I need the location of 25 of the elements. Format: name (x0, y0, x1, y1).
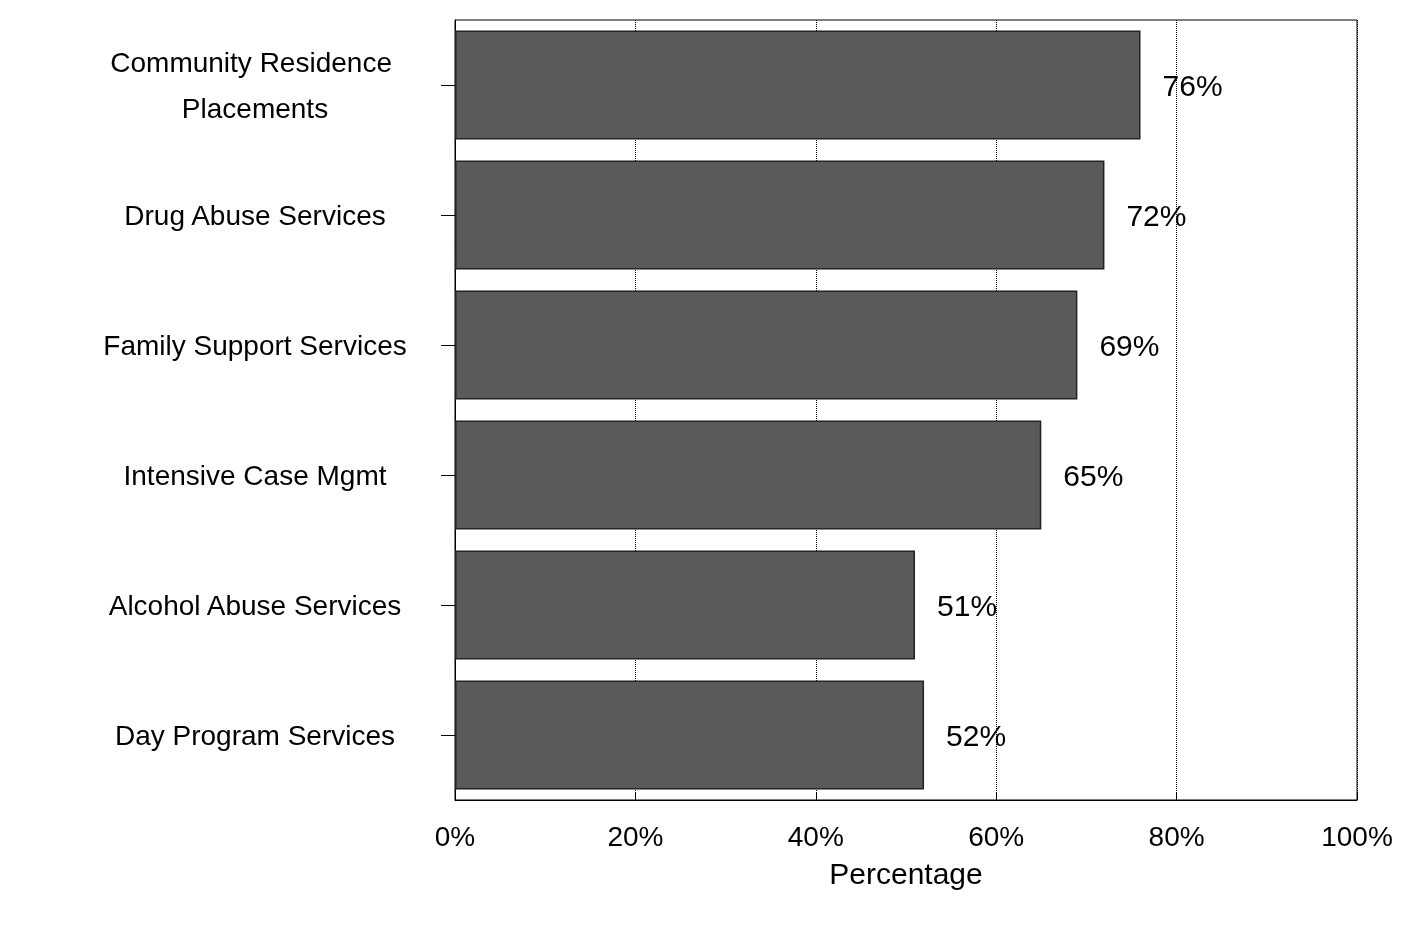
x-tick-label: 0% (434, 820, 476, 852)
data-label: 52% (946, 718, 1007, 752)
data-label: 51% (937, 588, 998, 622)
bar (455, 550, 916, 660)
y-tick-label: Family Support Services (103, 329, 407, 361)
y-tick-label: Community Residence Placements (110, 46, 400, 124)
data-label: 65% (1063, 458, 1124, 492)
bar (455, 290, 1078, 400)
x-tick-label: 60% (968, 820, 1025, 852)
x-axis-title: Percentage (829, 856, 983, 890)
y-tick-label: Alcohol Abuse Services (108, 589, 402, 621)
data-label: 69% (1099, 328, 1160, 362)
x-tick-label: 100% (1321, 820, 1393, 852)
bar (455, 160, 1105, 270)
y-tick-label: Day Program Services (114, 719, 396, 751)
data-label: 76% (1162, 68, 1223, 102)
x-tick-label: 20% (607, 820, 664, 852)
x-tick-label: 40% (787, 820, 844, 852)
bar (455, 30, 1141, 140)
bar (455, 420, 1042, 530)
bar (455, 680, 925, 790)
data-label: 72% (1126, 198, 1187, 232)
y-tick-label: Intensive Case Mgmt (123, 459, 387, 491)
y-tick-label: Drug Abuse Services (124, 199, 386, 231)
x-tick-label: 80% (1148, 820, 1205, 852)
